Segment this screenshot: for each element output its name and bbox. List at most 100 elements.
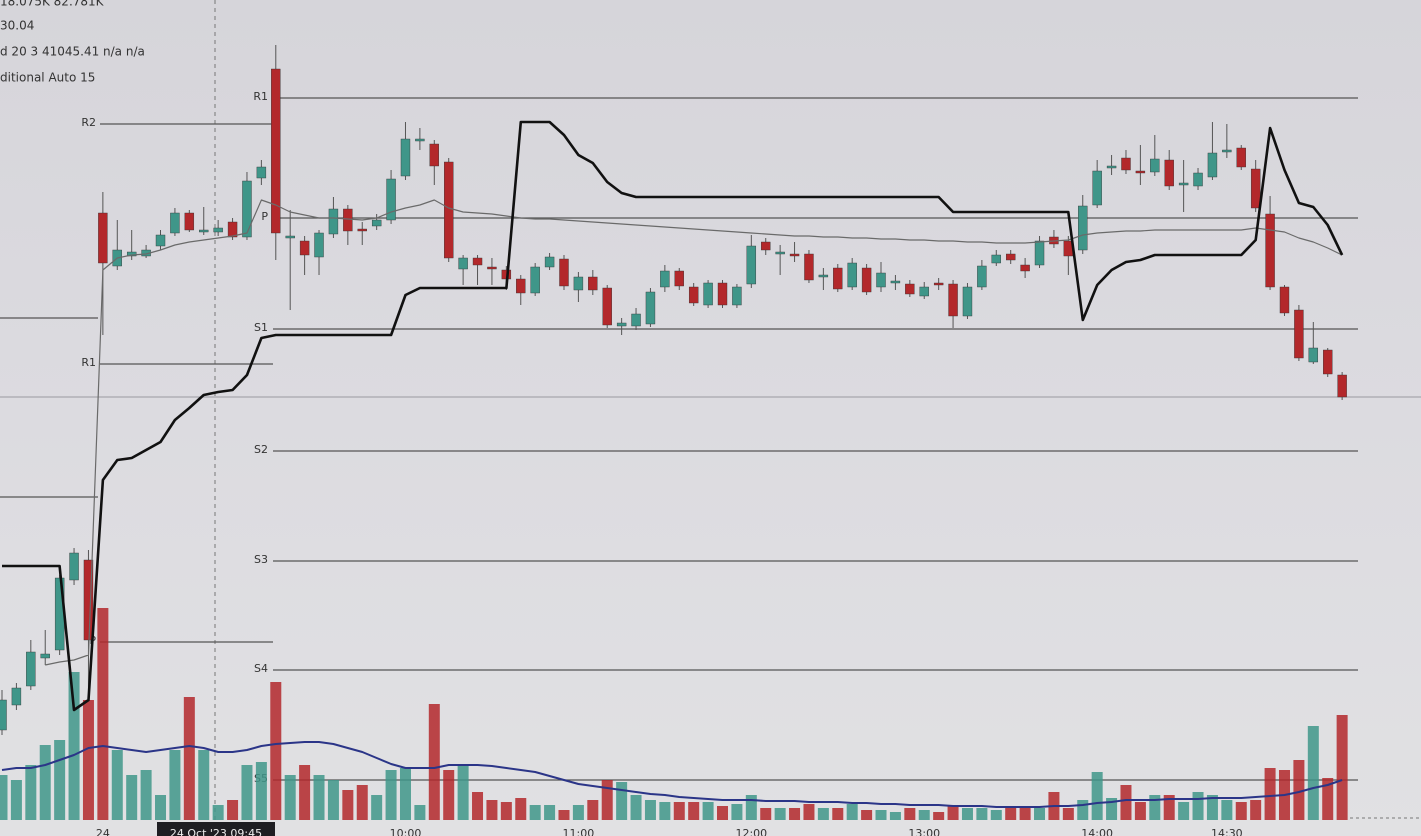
volume-bar [688,802,700,820]
pivot-label: S1 [254,321,268,334]
candle-body [732,286,742,306]
volume-bar [284,775,296,820]
candle-body [299,240,310,256]
volume-ma-line [1,741,1343,808]
volume-bar [933,812,945,820]
candle-body [415,138,425,142]
candle-body [242,180,252,238]
volume-bar [327,780,339,820]
candle-body [833,267,843,290]
candle-body [1222,149,1232,153]
volume-bar [472,792,484,820]
volume-bar [25,765,37,820]
volume-bar [1221,800,1233,820]
candle-body [717,282,728,306]
volume-bar [241,765,253,820]
candle-body [386,178,396,221]
pivot-label: S4 [254,662,268,675]
candle-body [674,270,684,287]
x-tick-label: 13:00 [908,827,940,836]
volume-bar [644,800,656,820]
candle-body [1150,158,1160,173]
candle-body [472,257,483,266]
volume-bar [342,790,354,820]
volume-bar [961,808,973,820]
candle-body [487,266,497,270]
candle-body [314,232,324,258]
candle-body [155,234,166,247]
volume-bar [126,775,138,820]
candle-body [199,229,209,233]
candle-body [559,258,569,287]
volume-bar [947,805,959,820]
candle-body [1250,168,1261,209]
candle-body [170,212,180,234]
volume-bar [803,804,815,820]
volume-bar [1005,808,1017,820]
candle-body [444,161,454,259]
volume-bar [1062,808,1074,820]
candle-body [0,699,7,731]
volume-bar [760,808,772,820]
volume-bar [673,802,685,820]
volume-bar [212,805,224,820]
volume-bar [169,750,181,820]
candle-body [271,68,281,234]
volume-bar [1206,795,1218,820]
volume-bar [572,805,584,820]
candle-body [962,286,973,317]
ma-line [45,199,1343,666]
volume-bar [0,775,8,820]
volume-bar [1091,772,1103,820]
volume-bar [39,745,51,820]
candle-body [530,266,540,294]
candles [0,45,1347,735]
levels: R1PS1S2S3S4S5R2R1P [81,90,1358,785]
candle-body [126,251,137,257]
volume-bar [371,795,383,820]
volume-bar [990,810,1002,820]
candle-body [991,254,1001,264]
candle-body [40,653,50,659]
volume-bar [544,805,556,820]
candle-body [83,559,94,641]
candle-body [69,552,79,581]
volume-bar [889,812,901,820]
volume-bar [443,770,455,820]
candle-body [1236,147,1246,168]
candle-body [1265,213,1275,288]
volume-bar [227,800,239,820]
x-tick-label: 14:00 [1081,827,1113,836]
volume-bar [255,762,267,820]
legend-line: ditional Auto 15 [0,71,95,85]
candle-body [256,166,267,179]
volume-bar [82,700,94,820]
candle-body [1020,264,1030,272]
volume-bar [54,740,66,820]
candle-body [1078,205,1088,251]
candle-body [1135,170,1146,174]
candle-body [98,212,108,264]
candle-body [328,208,339,235]
volume-bar [774,808,786,820]
volume-bar [1019,808,1031,820]
candle-body [429,143,439,167]
volume-bar [1192,792,1204,820]
candle-body [1034,240,1045,266]
candle-body [588,276,598,291]
volume-bar [155,795,167,820]
volume-bar [1264,768,1276,820]
pivot-label: R1 [253,90,268,103]
candle-body [905,283,915,295]
pivot-label: S2 [254,443,268,456]
volume-bar [515,798,527,820]
volume-bar [1178,802,1190,820]
pivot-label: P [261,210,268,223]
volume-bar [1120,785,1132,820]
candle-body [977,265,987,288]
candle-body [876,272,886,288]
volume-bar [270,682,282,820]
indicator-lines [2,120,1344,712]
volume-bar [1322,778,1334,820]
candle-body [948,283,958,317]
